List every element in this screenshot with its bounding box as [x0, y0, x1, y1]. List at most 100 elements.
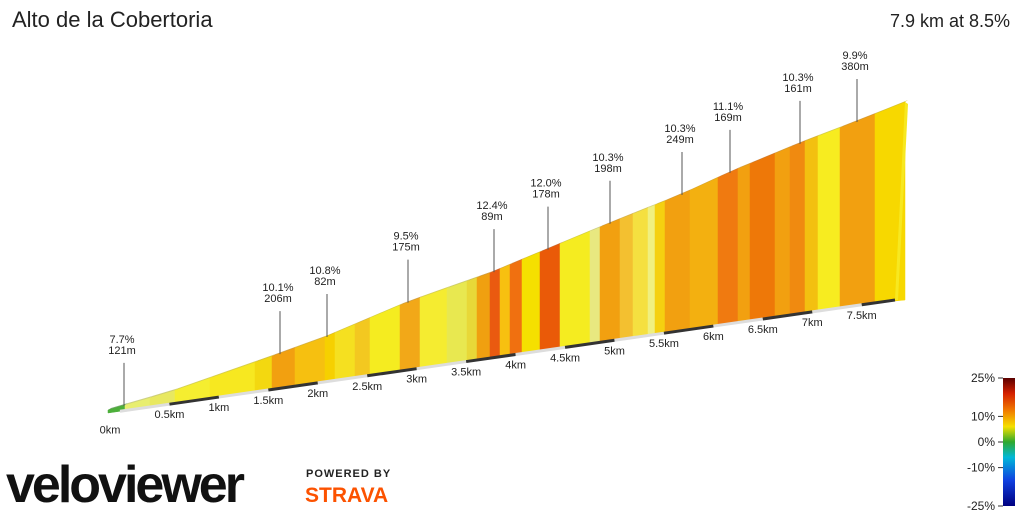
- colorbar: [1003, 378, 1015, 506]
- profile-top: [400, 295, 423, 306]
- profile-top: [690, 175, 721, 191]
- profile-top: [840, 112, 878, 128]
- profile-top: [540, 241, 563, 253]
- profile-strip: [619, 213, 634, 340]
- powered-by: POWERED BY: [306, 468, 391, 480]
- profile-top: [150, 388, 178, 398]
- x-tick-segment: [663, 324, 714, 335]
- x-tick-label: 0.5km: [154, 409, 184, 421]
- annotation-grade: 9.9%: [842, 50, 867, 62]
- profile-top: [325, 330, 338, 337]
- profile-top: [370, 303, 403, 318]
- x-tick-segment: [515, 345, 566, 356]
- x-tick-segment: [317, 374, 368, 385]
- profile-top: [655, 199, 668, 205]
- profile-strip: [254, 355, 273, 393]
- profile-strip: [466, 277, 478, 362]
- profile-top: [648, 203, 658, 208]
- x-tick-segment: [762, 310, 813, 321]
- x-tick-label: 4km: [505, 359, 526, 371]
- profile-top: [775, 145, 793, 154]
- x-tick-segment: [367, 367, 417, 378]
- x-tick-label: 7km: [802, 317, 823, 329]
- colorbar-label: -25%: [967, 499, 995, 512]
- x-tick-label: 3.5km: [451, 367, 481, 379]
- x-tick-label: 5km: [604, 345, 625, 357]
- annotation-length: 206m: [264, 293, 292, 305]
- profile-strip: [399, 297, 421, 372]
- x-tick-label: 2km: [307, 388, 328, 400]
- x-tick-segment: [812, 303, 862, 314]
- profile-top: [447, 279, 470, 289]
- summary: 7.9 km at 8.5%: [890, 11, 1010, 31]
- x-tick-segment: [268, 381, 319, 392]
- profile-strip: [774, 146, 791, 318]
- logo: veloviewer: [6, 456, 245, 512]
- profile-strip: [689, 177, 719, 330]
- profile-top: [108, 403, 128, 410]
- profile-top: [750, 151, 778, 164]
- profile-top: [255, 354, 275, 363]
- profile-top: [560, 229, 593, 244]
- x-tick-label: 6km: [703, 331, 724, 343]
- x-tick-label: 6.5km: [748, 324, 778, 336]
- profile-strip: [334, 323, 356, 381]
- profile-top: [738, 161, 753, 169]
- annotation-grade: 12.0%: [530, 178, 561, 190]
- annotation-length: 380m: [841, 61, 869, 73]
- profile-strip: [749, 152, 776, 322]
- annotation-grade: 7.7%: [109, 334, 134, 346]
- colorbar-label: 25%: [971, 371, 995, 385]
- profile-strip: [476, 272, 491, 361]
- profile-top: [500, 262, 513, 269]
- profile-strip: [489, 268, 501, 359]
- x-tick-segment: [713, 317, 764, 328]
- profile-top: [272, 345, 298, 357]
- profile-strip: [717, 168, 739, 326]
- profile-end: [895, 102, 908, 300]
- annotation-length: 198m: [594, 163, 622, 175]
- profile-strip: [499, 264, 511, 358]
- profile-top: [600, 217, 623, 228]
- profile: [107, 100, 908, 414]
- profile-strip: [789, 140, 806, 316]
- chart-title: Alto de la Cobertoria: [12, 7, 213, 32]
- profile-strip: [839, 113, 876, 309]
- profile-top: [522, 250, 543, 260]
- colorbar-label: 0%: [978, 435, 996, 449]
- profile-top: [335, 322, 358, 333]
- profile-top: [633, 205, 651, 214]
- profile-top: [210, 360, 258, 378]
- annotation-grade: 9.5%: [393, 231, 418, 243]
- x-tick-segment: [465, 352, 516, 364]
- profile-strip: [354, 317, 371, 378]
- x-tick-segment: [218, 388, 269, 399]
- profile-top: [665, 188, 693, 201]
- annotation-grade: 11.1%: [713, 101, 744, 113]
- profile-strip: [599, 218, 621, 343]
- annotation-length: 178m: [532, 189, 560, 201]
- profile-strip: [294, 336, 326, 387]
- strava-logo: STRAVA: [305, 484, 388, 507]
- annotation-grade: 10.1%: [262, 282, 293, 294]
- profile-top: [805, 134, 821, 142]
- profile-strip: [817, 127, 841, 312]
- profile-top: [790, 139, 808, 148]
- profile-strip: [589, 226, 601, 345]
- profile-strip: [647, 204, 656, 336]
- profile-strip: [539, 243, 561, 352]
- profile-strip: [654, 200, 666, 335]
- x-tick-segment: [861, 298, 896, 307]
- x-tick-label: 7.5km: [847, 310, 877, 322]
- x-tick-segment: [564, 338, 615, 349]
- annotation-length: 121m: [108, 345, 136, 357]
- profile-top: [355, 315, 373, 325]
- profile-top: [620, 211, 636, 219]
- annotation-grade: 10.3%: [664, 123, 695, 135]
- x-tick-label: 3km: [406, 374, 427, 386]
- x-tick-segment: [119, 402, 170, 413]
- x-tick-label: 2.5km: [352, 381, 382, 393]
- profile-top: [175, 376, 213, 391]
- profile-strip: [446, 280, 468, 365]
